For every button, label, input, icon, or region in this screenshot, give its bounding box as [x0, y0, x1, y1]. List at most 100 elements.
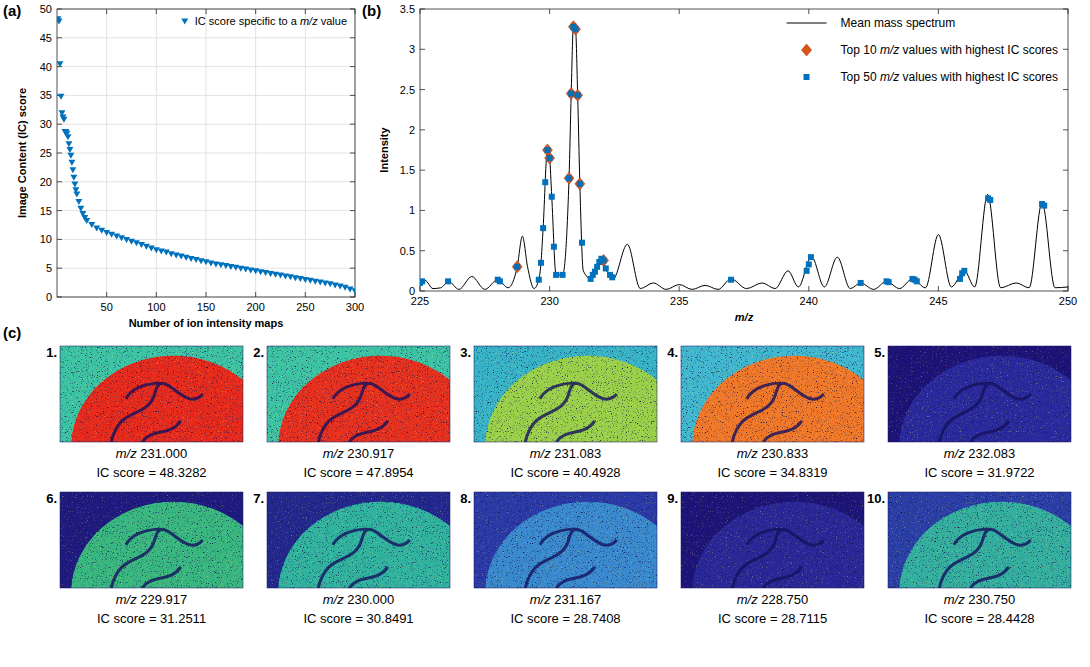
text-part: 235	[670, 295, 688, 307]
data-point	[566, 175, 572, 181]
tick-mark	[57, 239, 62, 240]
data-point	[568, 21, 578, 33]
data-point	[337, 284, 344, 290]
image-tissue	[71, 502, 243, 588]
tick-mark	[420, 210, 425, 211]
text-part: 50	[101, 301, 113, 313]
x-axis-title: m/z	[735, 311, 754, 323]
panel-letter: (b)	[362, 2, 381, 19]
y-tick-label: 2	[409, 124, 415, 136]
data-point	[808, 254, 814, 260]
image-border	[474, 346, 657, 442]
y-tick-label: 1	[409, 204, 415, 216]
y-tick-label: 1.5	[400, 164, 415, 176]
spectrum-line	[420, 27, 1068, 290]
data-point	[69, 167, 76, 173]
text-part: IC score = 47.8954	[303, 465, 413, 480]
image-structure	[525, 383, 617, 442]
legend-text: Top 10 m/z values with highest IC scores	[841, 43, 1058, 57]
tick-mark	[350, 153, 355, 154]
image-caption: m/z 228.750	[737, 592, 809, 607]
image-structure	[111, 383, 203, 442]
x-tick-label: 50	[101, 301, 113, 313]
tick-mark	[57, 181, 62, 182]
text-part: 1.	[46, 345, 57, 360]
text-part: m/z	[737, 592, 758, 607]
y-tick-label: 45	[40, 32, 52, 44]
tick-mark	[420, 89, 425, 90]
text-part: 2	[409, 124, 415, 136]
data-point	[352, 288, 356, 294]
image-caption: m/z 231.167	[530, 592, 602, 607]
image-score: IC score = 47.8954	[303, 465, 413, 480]
image-caption: m/z 230.833	[737, 446, 809, 461]
text-part: m/z	[944, 446, 965, 461]
image-number: 8.	[460, 491, 471, 506]
data-point	[538, 260, 544, 266]
image-caption: m/z 231.000	[116, 446, 188, 461]
text-part: m/z	[530, 592, 551, 607]
tick-mark	[1063, 49, 1068, 50]
text-part: 0	[46, 291, 52, 303]
image-structure	[939, 529, 1031, 588]
image-tissue	[278, 356, 450, 442]
text-part: Top 50	[841, 70, 880, 84]
legend: Mean mass spectrumTop 10 m/z values with…	[787, 16, 1058, 84]
data-point	[168, 251, 175, 257]
image-structure	[318, 383, 410, 442]
text-part: Number of ion intensity maps	[129, 317, 284, 329]
image-structure	[318, 529, 410, 588]
data-point	[445, 278, 451, 284]
data-point	[153, 247, 160, 253]
text-part: Intensity	[378, 127, 390, 173]
text-part: 35	[40, 89, 52, 101]
text-part: 240	[800, 295, 818, 307]
image-score: IC score = 28.7115	[718, 611, 827, 626]
y-tick-label: 0	[46, 291, 52, 303]
y-tick-label: 30	[40, 118, 52, 130]
tick-mark	[1063, 291, 1068, 292]
text-part: Top 10	[841, 43, 880, 57]
text-part: 8.	[460, 491, 471, 506]
y-tick-label: 3	[409, 43, 415, 55]
data-point	[575, 92, 581, 98]
tick-mark	[549, 286, 550, 291]
image-caption: m/z 230.750	[944, 592, 1016, 607]
text-part: 5.	[874, 345, 885, 360]
data-point	[64, 134, 71, 140]
tick-mark	[420, 9, 421, 14]
data-point	[553, 272, 559, 278]
legend: IC score specific to a m/z value	[181, 15, 347, 27]
y-tick-label: 10	[40, 233, 52, 245]
image-caption: m/z 232.083	[944, 446, 1016, 461]
data-point	[1041, 203, 1047, 209]
text-part: m/z	[323, 446, 344, 461]
y-tick-label: 20	[40, 176, 52, 188]
x-tick-label: 300	[346, 301, 364, 313]
data-point	[560, 272, 566, 278]
data-point	[564, 172, 574, 184]
text-part: 5	[46, 262, 52, 274]
text-part: m/z	[300, 15, 318, 27]
text-part: 0.5	[400, 245, 415, 257]
legend-marker	[181, 19, 188, 25]
data-point	[327, 281, 334, 287]
image-caption: m/z 230.000	[323, 592, 395, 607]
text-part: m/z	[323, 592, 344, 607]
text-part: 6.	[46, 491, 57, 506]
text-part: m/z	[944, 592, 965, 607]
text-part: 150	[197, 301, 215, 313]
ion-image	[474, 492, 657, 588]
text-part: IC score specific to a	[195, 15, 300, 27]
tick-mark	[679, 286, 680, 291]
image-border	[888, 346, 1071, 442]
image-score: IC score = 28.7408	[510, 611, 620, 626]
text-part: IC score = 31.2511	[97, 611, 206, 626]
image-border	[681, 492, 864, 588]
text-part: 228.750	[758, 592, 809, 607]
tick-mark	[420, 9, 425, 10]
image-tissue	[278, 502, 450, 588]
text-part: 25	[40, 147, 52, 159]
tick-mark	[156, 292, 157, 297]
image-score: IC score = 48.3282	[96, 465, 206, 480]
